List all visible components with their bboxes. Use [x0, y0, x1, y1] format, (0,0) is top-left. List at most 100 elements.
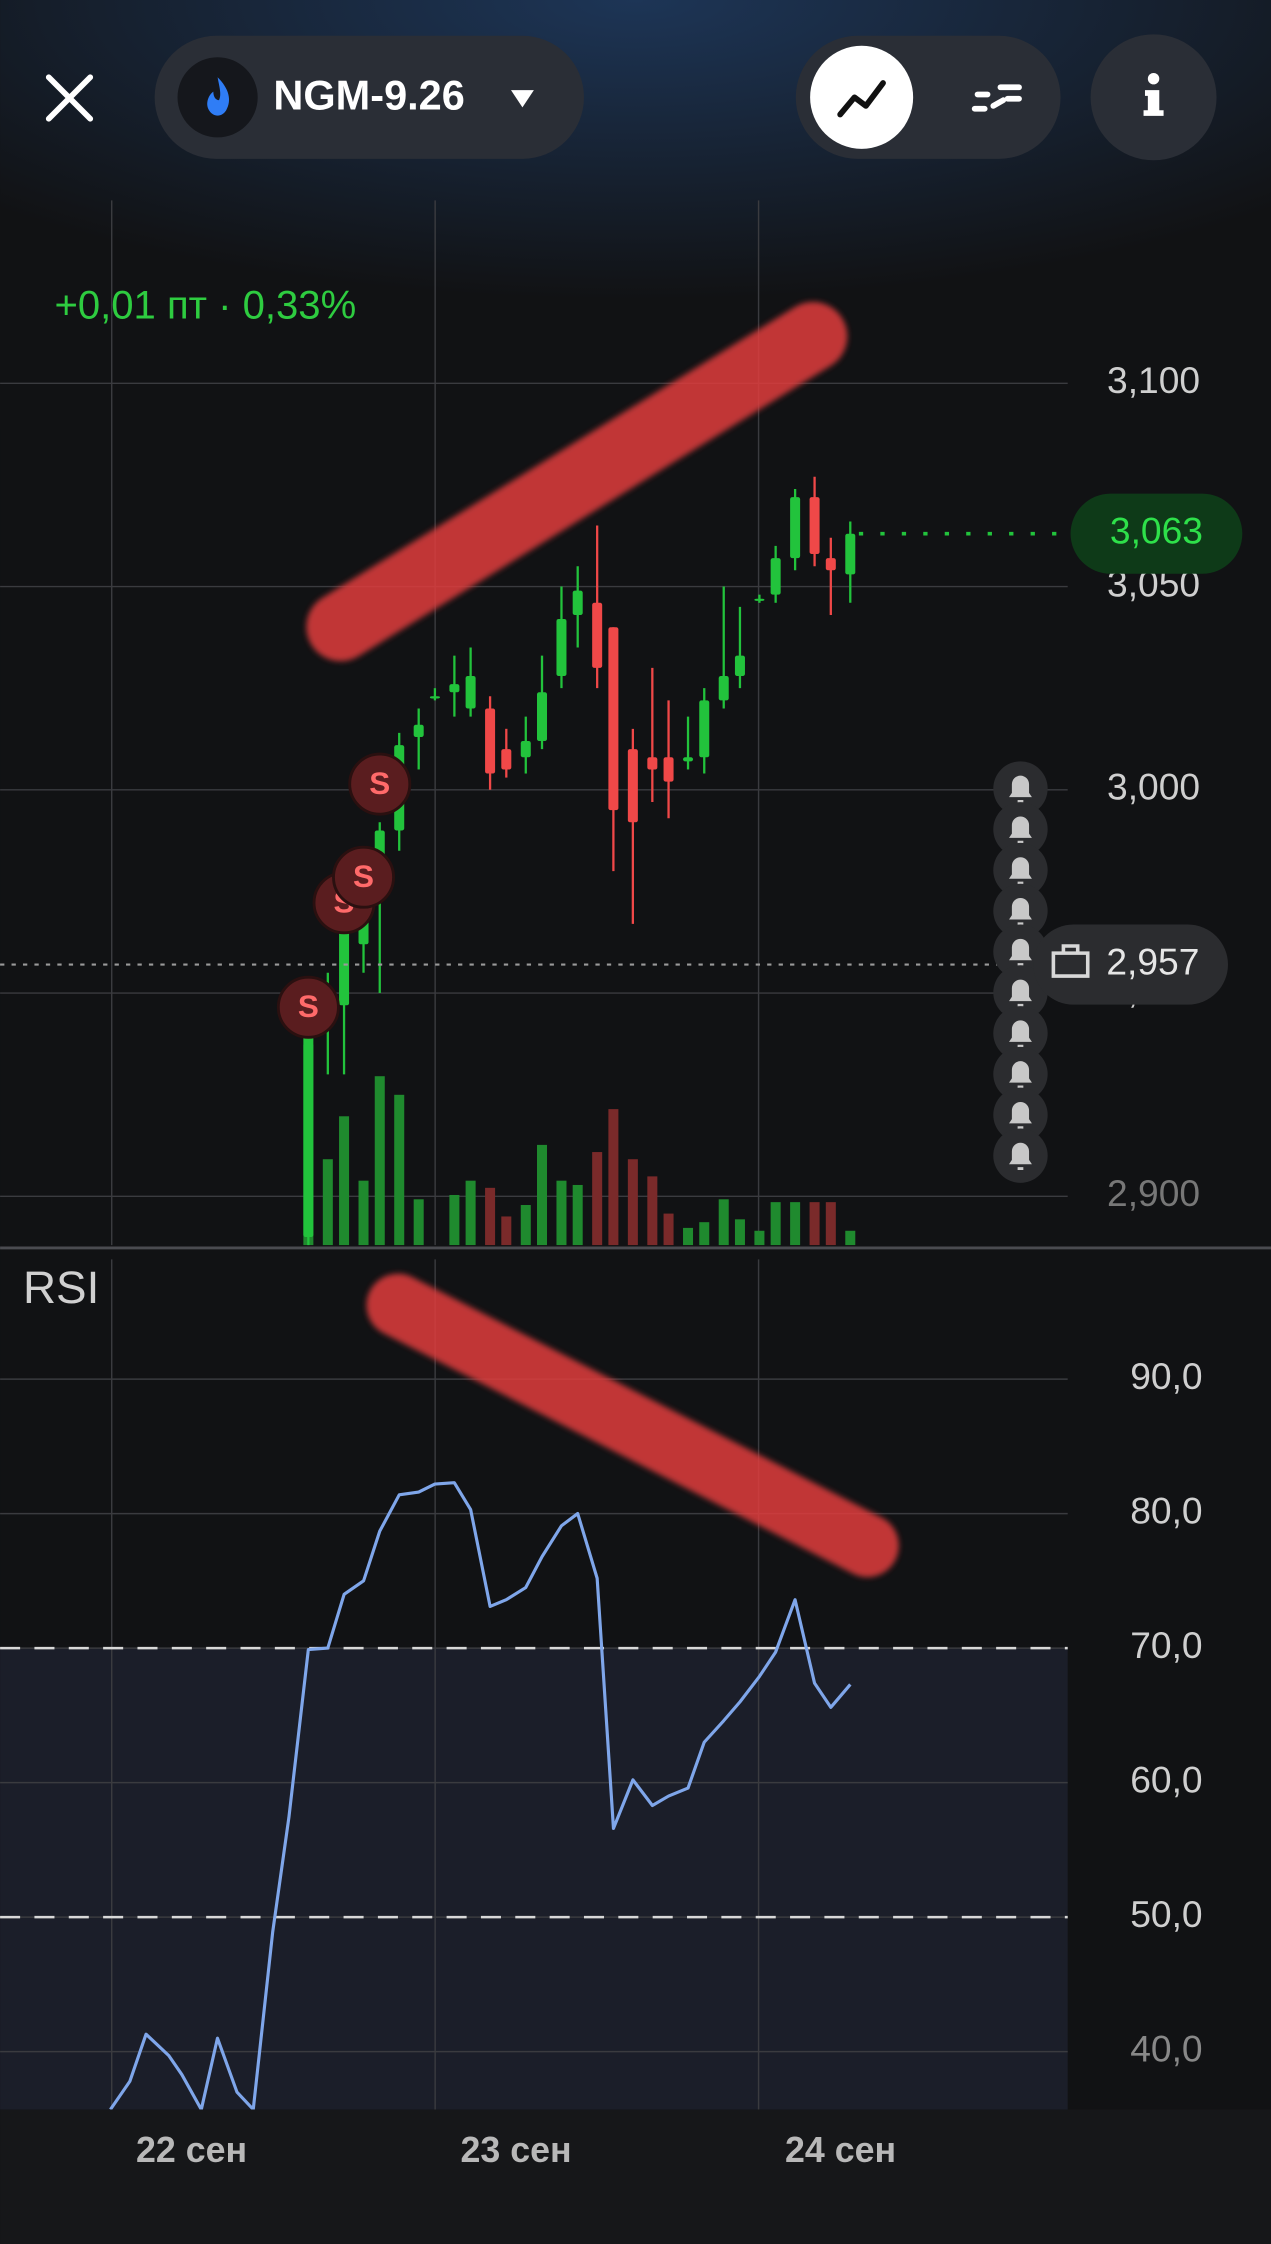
candle-body	[556, 619, 567, 676]
volume-bar	[394, 1094, 405, 1246]
bell-icon	[1009, 1142, 1032, 1170]
candle-body	[608, 627, 619, 811]
chart-layer: 3,1003,0503,0002,9502,90090,080,070,060,…	[0, 359, 1203, 2112]
volume-bar	[520, 1205, 531, 1246]
candle-body	[770, 558, 781, 595]
candle-body	[303, 1033, 314, 1237]
up-stroke	[306, 301, 848, 662]
candle-body	[718, 675, 729, 701]
volume-bar	[790, 1202, 801, 1246]
y-tick-label: 40,0	[1130, 2027, 1202, 2069]
line-view-button[interactable]	[810, 45, 914, 149]
bell-icon	[1009, 775, 1032, 803]
candle-body	[683, 757, 694, 762]
candle-body	[699, 700, 710, 758]
volume-bar	[627, 1159, 638, 1246]
y-tick-label: 2,900	[1107, 1172, 1200, 1214]
rsi-line	[109, 1481, 852, 2112]
candle-body	[663, 757, 674, 782]
flame-icon	[207, 77, 230, 116]
volume-bar	[465, 1180, 476, 1246]
candle-body	[413, 724, 424, 737]
dropdown-arrow[interactable]	[510, 90, 534, 108]
candle-body	[754, 598, 765, 601]
sell-marker-label: S	[369, 766, 390, 801]
rsi-title: RSI	[23, 1262, 99, 1313]
price-change: +0,01 пт · 0,33%	[54, 283, 356, 327]
y-tick-label: 80,0	[1130, 1489, 1202, 1531]
back-layer	[0, 1648, 1068, 2110]
sell-marker-label: S	[298, 989, 319, 1024]
volume-bar	[663, 1213, 674, 1246]
position-pill[interactable]	[1033, 924, 1228, 1005]
close-button[interactable]	[45, 74, 94, 122]
down-stroke	[366, 1273, 899, 1578]
alert-bells[interactable]	[993, 761, 1048, 1183]
volume-bar	[845, 1230, 856, 1246]
instrument-selector[interactable]	[154, 35, 584, 159]
candle-body	[572, 590, 583, 615]
bell-icon	[1009, 857, 1032, 885]
volume-bar	[754, 1230, 765, 1246]
y-tick-label: 60,0	[1130, 1758, 1202, 1800]
bell-icon	[1009, 1061, 1032, 1089]
candle-body	[627, 749, 638, 823]
bell-icon	[1009, 979, 1032, 1007]
y-tick-label: 90,0	[1130, 1355, 1202, 1397]
briefcase-icon	[1051, 944, 1090, 978]
position-label: 2,957	[1106, 940, 1199, 982]
info-dot	[1147, 72, 1160, 85]
y-tick-label: 70,0	[1130, 1624, 1202, 1666]
bell-icon	[1009, 816, 1032, 844]
last-price-label: 3,063	[1110, 510, 1203, 552]
volume-bar	[699, 1222, 710, 1246]
volume-bar	[809, 1202, 820, 1246]
volume-bar	[501, 1216, 512, 1246]
volume-bar	[572, 1184, 583, 1246]
time-axis-strip	[0, 2109, 1271, 2244]
volume-bar	[734, 1219, 745, 1246]
volume-bar	[770, 1202, 781, 1246]
instrument-icon	[177, 57, 258, 138]
volume-bar	[718, 1199, 729, 1246]
y-tick-label: 3,100	[1107, 359, 1200, 401]
candle-body	[449, 684, 460, 693]
volume-bar	[556, 1180, 567, 1246]
x-tick-label: 22 сен	[136, 2130, 247, 2170]
candle-body	[501, 749, 512, 770]
y-tick-label: 3,000	[1107, 766, 1200, 808]
x-tick-label: 24 сен	[785, 2130, 896, 2170]
candle-body	[647, 757, 658, 770]
last-price-pill	[1070, 493, 1243, 574]
volume-bar	[322, 1159, 333, 1246]
volume-bar	[647, 1176, 658, 1246]
candle-body	[465, 675, 476, 709]
candle-body	[845, 533, 856, 575]
candle-body	[809, 497, 820, 555]
line-icon	[837, 80, 886, 118]
x-tick-label: 23 сен	[460, 2130, 571, 2170]
candle-body	[592, 602, 603, 668]
sell-marker[interactable]	[332, 845, 396, 909]
instrument-name[interactable]: NGM-9.26	[273, 72, 464, 119]
candle-body	[790, 497, 801, 559]
volume-bar	[825, 1202, 836, 1246]
bell-icon	[1009, 1101, 1032, 1130]
sell-marker[interactable]	[348, 752, 412, 816]
annotations	[306, 301, 899, 1578]
sell-marker[interactable]	[276, 975, 340, 1039]
compare-button[interactable]	[971, 84, 1022, 112]
volume-bar	[339, 1116, 350, 1246]
bell-icon	[1009, 938, 1032, 967]
sell-marker-label: S	[353, 859, 374, 894]
bell-icon	[1009, 1020, 1032, 1048]
volume-bar	[358, 1180, 369, 1246]
volume-bar	[536, 1144, 548, 1246]
volume-bar	[683, 1227, 694, 1246]
y-tick-label: 50,0	[1130, 1893, 1202, 1935]
volume-bar	[592, 1152, 603, 1246]
